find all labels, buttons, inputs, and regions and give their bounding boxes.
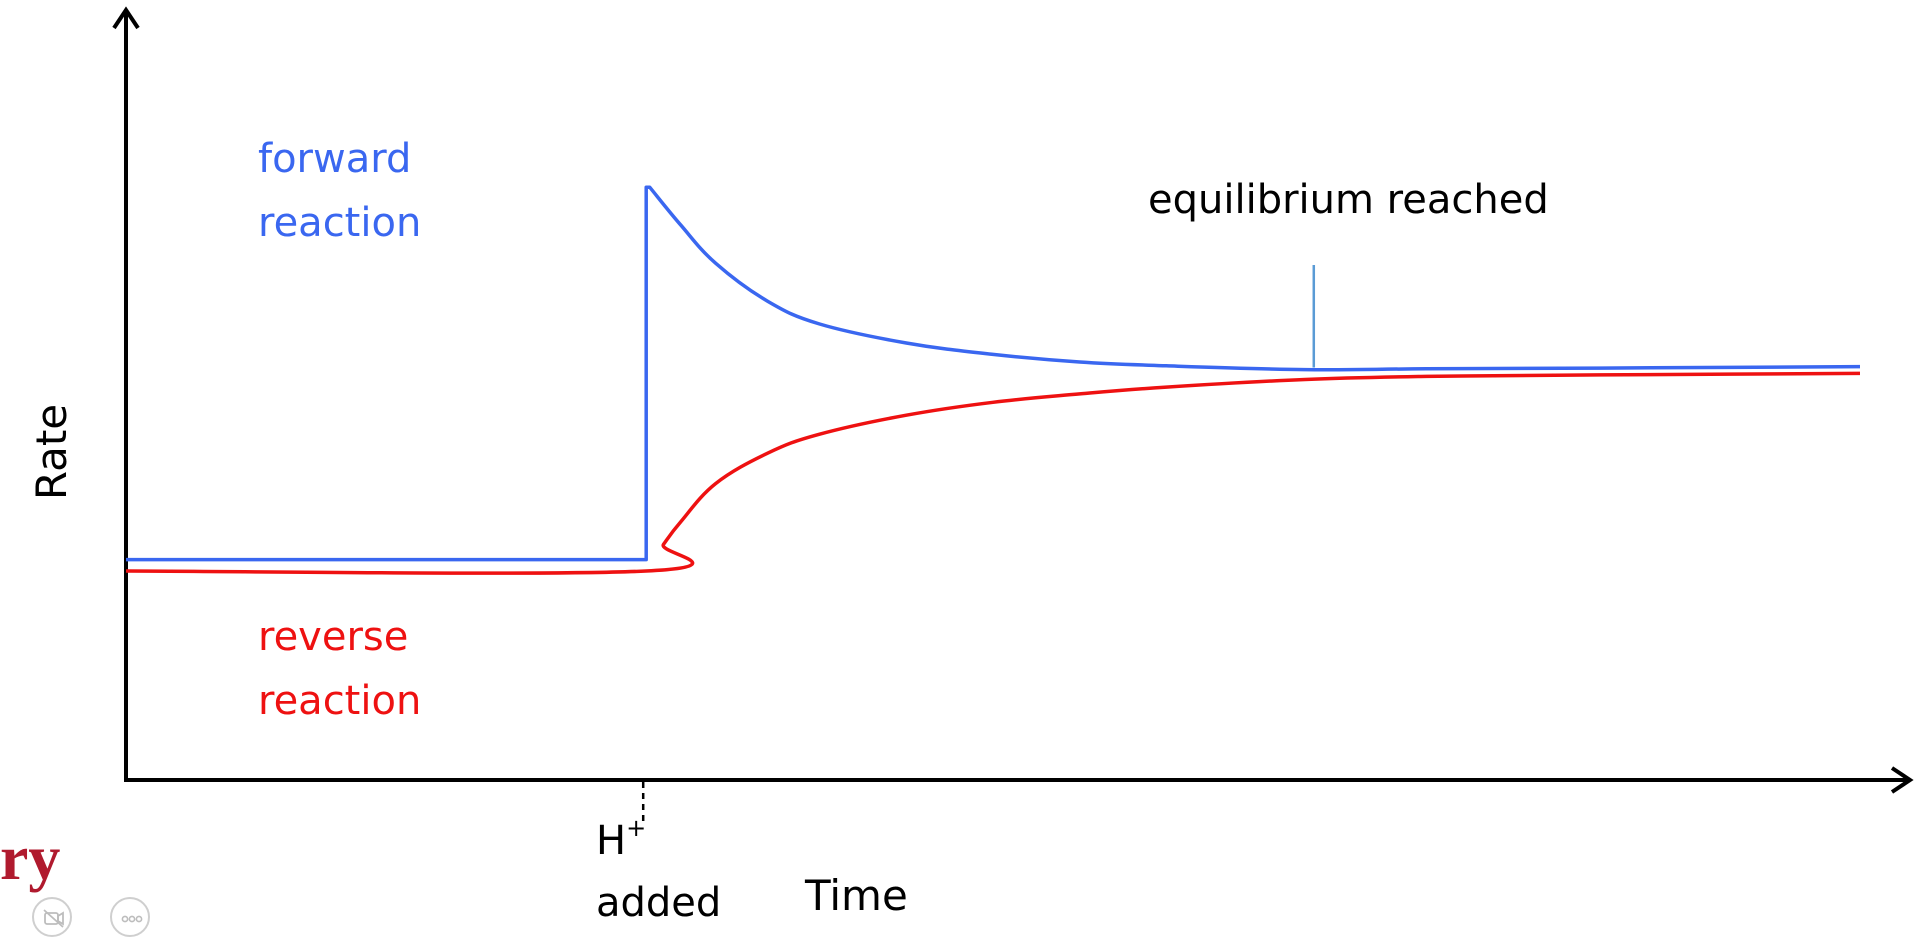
h-plus-label: H+ xyxy=(596,814,646,864)
video-off-button[interactable] xyxy=(32,897,72,937)
forward-reaction-label-line1: forward xyxy=(258,136,411,182)
forward-reaction-label: forward reaction xyxy=(258,136,424,246)
reverse-reaction-label-line2: reaction xyxy=(258,678,421,724)
reverse-reaction-label-line1: reverse xyxy=(258,614,408,660)
h-plus-superscript: + xyxy=(626,814,646,842)
more-options-button[interactable] xyxy=(110,897,150,937)
added-label: added xyxy=(596,880,721,926)
x-axis-title: Time xyxy=(804,871,908,920)
video-off-icon xyxy=(43,909,64,928)
y-axis-arrow xyxy=(112,6,140,30)
reverse-reaction-line xyxy=(126,371,1861,575)
h-plus-main: H xyxy=(596,818,626,864)
forward-reaction-line xyxy=(126,185,1861,562)
reverse-reaction-label: reverse reaction xyxy=(258,614,421,724)
x-axis-arrow xyxy=(1890,766,1914,794)
equilibrium-reached-label: equilibrium reached xyxy=(1148,177,1549,223)
forward-reaction-label-line2: reaction xyxy=(258,200,421,246)
y-axis-title: Rate xyxy=(27,404,76,500)
logo-fragment: ry xyxy=(0,822,61,893)
more-options-icon xyxy=(121,915,143,923)
